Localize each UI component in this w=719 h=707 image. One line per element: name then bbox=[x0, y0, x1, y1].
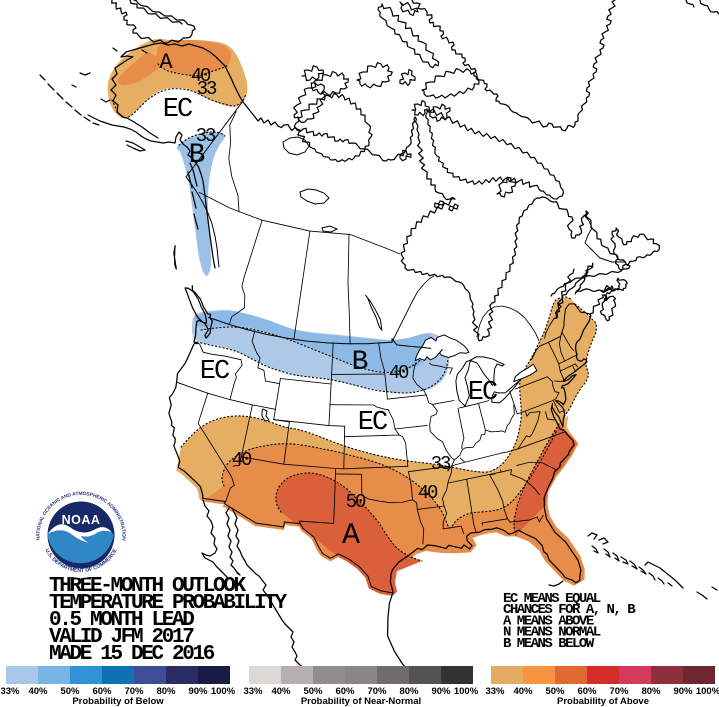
svg-text:90%: 90% bbox=[431, 686, 451, 697]
svg-text:EC: EC bbox=[200, 357, 230, 387]
svg-text:40%: 40% bbox=[28, 686, 48, 697]
svg-text:THREE-MONTH OUTLOOK: THREE-MONTH OUTLOOK bbox=[49, 575, 247, 598]
svg-text:33: 33 bbox=[197, 78, 217, 100]
svg-text:A: A bbox=[159, 50, 173, 75]
svg-text:80%: 80% bbox=[399, 686, 419, 697]
svg-text:TEMPERATURE PROBABILITY: TEMPERATURE PROBABILITY bbox=[49, 592, 288, 615]
svg-text:100%: 100% bbox=[211, 686, 236, 697]
svg-text:Probability of Above: Probability of Above bbox=[557, 696, 649, 707]
svg-text:Probability of Below: Probability of Below bbox=[72, 696, 164, 707]
svg-text:EC: EC bbox=[468, 378, 498, 408]
svg-text:40%: 40% bbox=[513, 686, 533, 697]
svg-text:33%: 33% bbox=[485, 686, 505, 697]
svg-text:50%: 50% bbox=[60, 686, 80, 697]
svg-text:33: 33 bbox=[196, 125, 216, 147]
svg-text:VALID JFM 2017: VALID JFM 2017 bbox=[49, 626, 194, 649]
svg-text:NOAA: NOAA bbox=[62, 513, 101, 527]
svg-text:50: 50 bbox=[346, 491, 366, 513]
svg-text:60%: 60% bbox=[92, 686, 112, 697]
svg-text:40: 40 bbox=[389, 362, 409, 384]
svg-text:EC: EC bbox=[163, 95, 193, 125]
svg-text:A: A bbox=[342, 519, 360, 553]
svg-text:N MEANS NORMAL: N MEANS NORMAL bbox=[503, 625, 601, 641]
svg-text:80%: 80% bbox=[641, 686, 661, 697]
svg-text:33: 33 bbox=[431, 453, 451, 475]
svg-text:B MEANS BELOW: B MEANS BELOW bbox=[503, 636, 595, 652]
svg-text:70%: 70% bbox=[367, 686, 387, 697]
svg-text:40: 40 bbox=[191, 65, 211, 87]
svg-text:40: 40 bbox=[418, 482, 438, 504]
svg-text:80%: 80% bbox=[156, 686, 176, 697]
svg-text:60%: 60% bbox=[335, 686, 355, 697]
svg-text:70%: 70% bbox=[124, 686, 144, 697]
svg-text:Probability of Near-Normal: Probability of Near-Normal bbox=[301, 696, 421, 707]
svg-text:EC: EC bbox=[358, 408, 388, 438]
svg-text:CHANCES FOR A, N, B: CHANCES FOR A, N, B bbox=[503, 602, 636, 618]
svg-text:B: B bbox=[352, 347, 369, 378]
svg-text:0.5 MONTH LEAD: 0.5 MONTH LEAD bbox=[49, 609, 194, 632]
svg-text:100%: 100% bbox=[454, 686, 479, 697]
svg-text:90%: 90% bbox=[188, 686, 208, 697]
svg-text:MADE 15 DEC 2016: MADE 15 DEC 2016 bbox=[49, 643, 215, 666]
svg-text:50%: 50% bbox=[545, 686, 565, 697]
svg-text:70%: 70% bbox=[609, 686, 629, 697]
svg-text:60%: 60% bbox=[577, 686, 597, 697]
svg-text:40: 40 bbox=[232, 449, 252, 471]
svg-text:33%: 33% bbox=[243, 686, 263, 697]
svg-text:B: B bbox=[189, 140, 206, 171]
svg-text:100%: 100% bbox=[696, 686, 719, 697]
svg-text:90%: 90% bbox=[673, 686, 693, 697]
svg-text:EC MEANS EQUAL: EC MEANS EQUAL bbox=[503, 591, 601, 607]
svg-text:40%: 40% bbox=[271, 686, 291, 697]
svg-text:50%: 50% bbox=[303, 686, 323, 697]
svg-text:A MEANS ABOVE: A MEANS ABOVE bbox=[503, 613, 594, 629]
svg-text:33%: 33% bbox=[0, 686, 20, 697]
